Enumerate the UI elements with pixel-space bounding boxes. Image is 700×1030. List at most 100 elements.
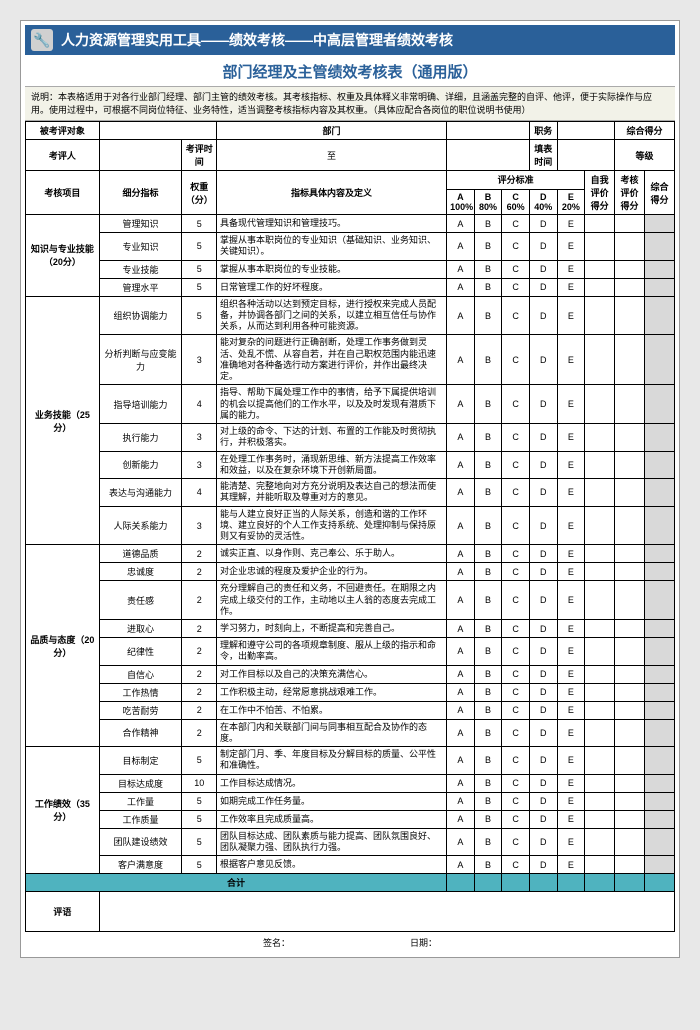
self-score-cell[interactable]	[585, 278, 615, 296]
eval-score-cell[interactable]	[615, 774, 645, 792]
eval-score-cell[interactable]	[615, 638, 645, 666]
self-score-cell[interactable]	[585, 385, 615, 424]
grade-cell[interactable]: E	[557, 545, 585, 563]
grade-cell[interactable]: D	[529, 563, 557, 581]
grade-cell[interactable]: B	[474, 335, 502, 385]
grade-cell[interactable]: A	[447, 747, 475, 775]
grade-cell[interactable]: B	[474, 774, 502, 792]
self-score-cell[interactable]	[585, 638, 615, 666]
total-score-cell[interactable]	[645, 581, 675, 620]
grade-cell[interactable]: C	[502, 545, 530, 563]
grade-cell[interactable]: B	[474, 296, 502, 335]
grade-cell[interactable]: B	[474, 260, 502, 278]
grade-cell[interactable]: B	[474, 810, 502, 828]
self-score-cell[interactable]	[585, 774, 615, 792]
eval-score-cell[interactable]	[615, 683, 645, 701]
self-score-cell[interactable]	[585, 792, 615, 810]
grade-cell[interactable]: C	[502, 581, 530, 620]
eval-score-cell[interactable]	[615, 747, 645, 775]
grade-cell[interactable]: B	[474, 719, 502, 747]
self-score-cell[interactable]	[585, 828, 615, 856]
grade-cell[interactable]: D	[529, 233, 557, 261]
field-position[interactable]	[557, 122, 615, 140]
grade-cell[interactable]: A	[447, 810, 475, 828]
total-score-cell[interactable]	[645, 385, 675, 424]
grade-cell[interactable]: E	[557, 810, 585, 828]
grade-cell[interactable]: E	[557, 278, 585, 296]
eval-score-cell[interactable]	[615, 278, 645, 296]
self-score-cell[interactable]	[585, 479, 615, 507]
grade-cell[interactable]: D	[529, 451, 557, 479]
self-score-cell[interactable]	[585, 451, 615, 479]
grade-cell[interactable]: B	[474, 424, 502, 452]
grade-cell[interactable]: A	[447, 385, 475, 424]
total-score-cell[interactable]	[645, 545, 675, 563]
grade-cell[interactable]: A	[447, 479, 475, 507]
grade-cell[interactable]: B	[474, 451, 502, 479]
self-score-cell[interactable]	[585, 335, 615, 385]
grade-cell[interactable]: C	[502, 563, 530, 581]
eval-score-cell[interactable]	[615, 665, 645, 683]
grade-cell[interactable]: C	[502, 215, 530, 233]
grade-cell[interactable]: D	[529, 701, 557, 719]
grade-cell[interactable]: A	[447, 424, 475, 452]
grade-cell[interactable]: E	[557, 563, 585, 581]
grade-cell[interactable]: B	[474, 563, 502, 581]
grade-cell[interactable]: D	[529, 424, 557, 452]
grade-cell[interactable]: E	[557, 233, 585, 261]
grade-cell[interactable]: B	[474, 828, 502, 856]
self-score-cell[interactable]	[585, 810, 615, 828]
grade-cell[interactable]: A	[447, 620, 475, 638]
eval-score-cell[interactable]	[615, 620, 645, 638]
grade-cell[interactable]: B	[474, 215, 502, 233]
eval-score-cell[interactable]	[615, 296, 645, 335]
grade-cell[interactable]: D	[529, 260, 557, 278]
total-score-cell[interactable]	[645, 479, 675, 507]
grade-cell[interactable]: C	[502, 451, 530, 479]
eval-score-cell[interactable]	[615, 506, 645, 545]
total-score-cell[interactable]	[645, 665, 675, 683]
eval-score-cell[interactable]	[615, 856, 645, 874]
total-score-cell[interactable]	[645, 260, 675, 278]
grade-cell[interactable]: C	[502, 479, 530, 507]
grade-cell[interactable]: A	[447, 856, 475, 874]
grade-cell[interactable]: C	[502, 747, 530, 775]
grade-cell[interactable]: A	[447, 828, 475, 856]
grade-cell[interactable]: C	[502, 260, 530, 278]
grade-cell[interactable]: E	[557, 424, 585, 452]
grade-cell[interactable]: E	[557, 701, 585, 719]
self-score-cell[interactable]	[585, 545, 615, 563]
self-score-cell[interactable]	[585, 424, 615, 452]
grade-cell[interactable]: C	[502, 296, 530, 335]
self-score-cell[interactable]	[585, 665, 615, 683]
grade-cell[interactable]: A	[447, 451, 475, 479]
grade-cell[interactable]: C	[502, 683, 530, 701]
total-score-cell[interactable]	[645, 233, 675, 261]
eval-score-cell[interactable]	[615, 701, 645, 719]
total-score-cell[interactable]	[645, 792, 675, 810]
grade-cell[interactable]: A	[447, 792, 475, 810]
total-score-cell[interactable]	[645, 506, 675, 545]
grade-cell[interactable]: B	[474, 665, 502, 683]
grade-cell[interactable]: A	[447, 719, 475, 747]
grade-cell[interactable]: A	[447, 335, 475, 385]
self-score-cell[interactable]	[585, 701, 615, 719]
grade-cell[interactable]: D	[529, 335, 557, 385]
field-department[interactable]	[447, 122, 530, 140]
grade-cell[interactable]: B	[474, 701, 502, 719]
self-score-cell[interactable]	[585, 747, 615, 775]
grade-cell[interactable]: A	[447, 215, 475, 233]
eval-score-cell[interactable]	[615, 828, 645, 856]
grade-cell[interactable]: E	[557, 747, 585, 775]
total-score-cell[interactable]	[645, 683, 675, 701]
self-score-cell[interactable]	[585, 296, 615, 335]
grade-cell[interactable]: E	[557, 260, 585, 278]
eval-score-cell[interactable]	[615, 563, 645, 581]
grade-cell[interactable]: E	[557, 479, 585, 507]
total-score-cell[interactable]	[645, 563, 675, 581]
grade-cell[interactable]: D	[529, 774, 557, 792]
grade-cell[interactable]: D	[529, 581, 557, 620]
grade-cell[interactable]: C	[502, 810, 530, 828]
field-eval-time[interactable]	[447, 140, 530, 171]
grade-cell[interactable]: E	[557, 296, 585, 335]
